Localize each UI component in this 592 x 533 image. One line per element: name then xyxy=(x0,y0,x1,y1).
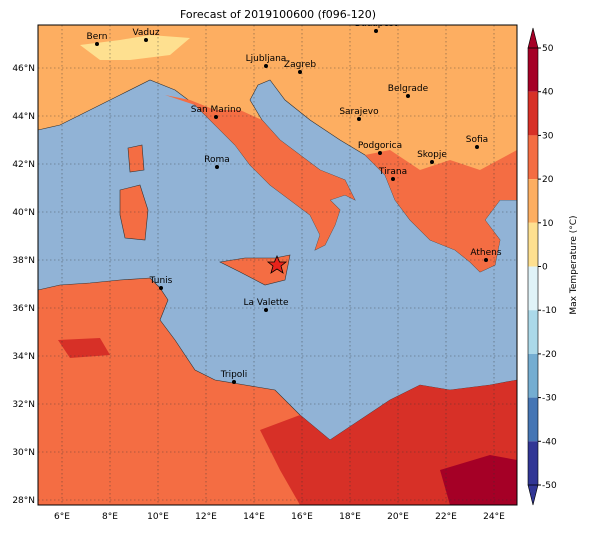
city-label: Zagreb xyxy=(284,60,316,70)
warm-zone xyxy=(165,95,355,250)
warm-zone xyxy=(365,150,517,272)
city-dot xyxy=(484,258,488,262)
lat-label: 34°N xyxy=(12,352,35,362)
colorbar-tick-label: 0 xyxy=(542,263,548,273)
lon-label: 24°E xyxy=(483,512,505,522)
colorbar-extend xyxy=(527,27,539,49)
lon-label: 18°E xyxy=(339,512,361,522)
colorbar-label: Max Temperature (°C) xyxy=(569,215,579,314)
city-label: Vaduz xyxy=(132,28,159,38)
lat-label: 40°N xyxy=(12,208,35,218)
lon-label: 16°E xyxy=(291,512,313,522)
city-dot xyxy=(232,380,236,384)
colorbar-bin xyxy=(528,353,538,398)
city-label: Athens xyxy=(470,248,501,258)
city-label: Belgrade xyxy=(388,84,429,94)
colorbar-tick-label: -30 xyxy=(542,394,557,404)
colorbar-tick-label: -10 xyxy=(542,306,557,316)
star-marker xyxy=(266,254,288,274)
city-dot xyxy=(378,151,382,155)
title: Forecast of 2019100600 (f096-120) xyxy=(180,8,376,21)
cool-zone xyxy=(80,35,190,60)
city-label: San Marino xyxy=(191,105,242,115)
colorbar-tick-label: -50 xyxy=(542,481,557,491)
city-dot xyxy=(430,160,434,164)
city-label: Bern xyxy=(87,32,108,42)
colorbar-extend xyxy=(527,484,539,506)
city-label: Roma xyxy=(204,155,230,165)
lon-label: 20°E xyxy=(387,512,409,522)
colorbar-bin xyxy=(528,91,538,136)
city-label: La Valette xyxy=(244,298,289,308)
city-label: Ljubljana xyxy=(246,54,287,64)
city-label: Tunis xyxy=(149,276,173,286)
colorbar-bin xyxy=(528,135,538,180)
map-frame xyxy=(37,24,518,506)
lon-label: 6°E xyxy=(54,512,70,522)
lat-label: 46°N xyxy=(12,64,35,74)
land-sardinia xyxy=(119,184,149,241)
colorbar-bin xyxy=(528,397,538,442)
colorbar-tick-label: -40 xyxy=(542,437,557,447)
colorbar-bin xyxy=(528,222,538,267)
lat-label: 36°N xyxy=(12,304,35,314)
lon-label: 14°E xyxy=(243,512,265,522)
city-dot xyxy=(214,115,218,119)
city-dot xyxy=(215,165,219,169)
colorbar-bin xyxy=(528,441,538,485)
city-label: Sarajevo xyxy=(339,107,379,117)
lat-label: 30°N xyxy=(12,448,35,458)
city-label: Tripoli xyxy=(220,370,248,380)
city-dot xyxy=(406,94,410,98)
hot-zone xyxy=(58,338,110,358)
land-corsica xyxy=(127,144,145,173)
lon-label: 12°E xyxy=(195,512,217,522)
city-dot xyxy=(374,29,378,33)
city-dot xyxy=(391,177,395,181)
lat-label: 38°N xyxy=(12,256,35,266)
colorbar-tick-label: -20 xyxy=(542,350,557,360)
city-dot xyxy=(95,42,99,46)
city-label: Tirana xyxy=(378,167,407,177)
colorbar-tick-label: 10 xyxy=(542,219,554,229)
colorbar-bin xyxy=(528,179,538,223)
colorbar-bin xyxy=(528,266,538,311)
city-dot xyxy=(264,64,268,68)
colorbar-tick-label: 40 xyxy=(542,88,554,98)
lat-label: 42°N xyxy=(12,160,35,170)
city-dot xyxy=(298,70,302,74)
colorbar-tick-label: 20 xyxy=(542,175,554,185)
city-label: Podgorica xyxy=(358,141,402,151)
lon-label: 22°E xyxy=(435,512,457,522)
lat-label: 44°N xyxy=(12,112,35,122)
city-dot xyxy=(159,286,163,290)
lon-label: 8°E xyxy=(102,512,118,522)
lon-label: 10°E xyxy=(147,512,169,522)
city-dot xyxy=(475,145,479,149)
colorbar-tick-label: 30 xyxy=(542,131,554,141)
colorbar-tick-label: 50 xyxy=(542,44,554,54)
city-dot xyxy=(357,117,361,121)
city-label: Skopje xyxy=(417,150,447,160)
lat-label: 28°N xyxy=(12,496,35,506)
city-label: Sofia xyxy=(466,135,488,145)
city-dot xyxy=(264,308,268,312)
lat-label: 32°N xyxy=(12,400,35,410)
colorbar-bin xyxy=(528,48,538,92)
city-dot xyxy=(144,38,148,42)
city-label: Budapest xyxy=(355,19,398,29)
colorbar-bin xyxy=(528,310,538,354)
hottest-zone xyxy=(440,455,517,505)
